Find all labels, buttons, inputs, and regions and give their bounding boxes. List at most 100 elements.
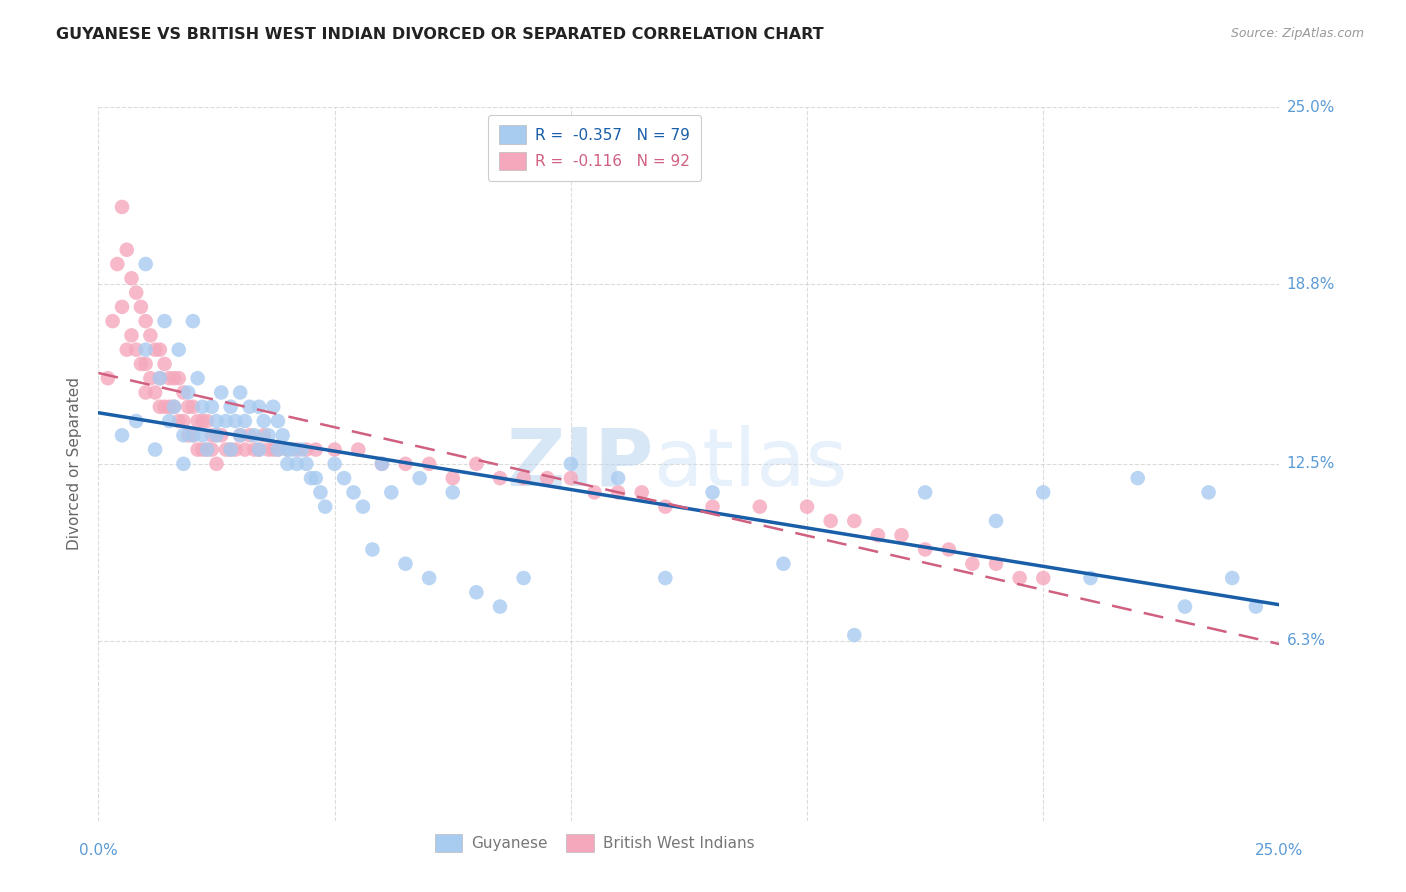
Point [209, 385, 232, 400]
Point [441, 485, 464, 500]
Point [295, 442, 318, 457]
Point [276, 442, 298, 457]
Point [323, 442, 346, 457]
Point [323, 457, 346, 471]
Point [1198, 485, 1220, 500]
Point [267, 442, 290, 457]
Point [247, 400, 270, 414]
Y-axis label: Divorced or Separated: Divorced or Separated [66, 377, 82, 550]
Point [299, 471, 322, 485]
Point [702, 485, 724, 500]
Point [157, 371, 180, 385]
Point [143, 442, 166, 457]
Point [380, 485, 402, 500]
Point [163, 371, 186, 385]
Point [1032, 485, 1054, 500]
Point [149, 400, 172, 414]
Point [890, 528, 912, 542]
Point [177, 385, 200, 400]
Point [224, 442, 246, 457]
Point [229, 385, 252, 400]
Point [247, 442, 270, 457]
Point [121, 271, 143, 285]
Text: 6.3%: 6.3% [1286, 633, 1326, 648]
Point [143, 385, 166, 400]
Point [820, 514, 842, 528]
Point [229, 428, 252, 442]
Point [285, 442, 308, 457]
Point [489, 599, 512, 614]
Text: atlas: atlas [654, 425, 848, 503]
Legend: Guyanese, British West Indians: Guyanese, British West Indians [423, 823, 765, 863]
Point [177, 428, 200, 442]
Point [191, 428, 214, 442]
Point [489, 471, 512, 485]
Point [914, 485, 936, 500]
Point [125, 285, 148, 300]
Point [219, 442, 242, 457]
Point [418, 571, 440, 585]
Point [101, 314, 124, 328]
Point [866, 528, 889, 542]
Point [143, 343, 166, 357]
Point [253, 414, 276, 428]
Point [181, 428, 204, 442]
Point [195, 442, 218, 457]
Point [361, 542, 384, 557]
Text: ZIP: ZIP [506, 425, 654, 503]
Point [984, 514, 1007, 528]
Point [191, 442, 214, 457]
Point [536, 471, 558, 485]
Point [347, 442, 370, 457]
Point [187, 414, 209, 428]
Point [333, 471, 356, 485]
Point [796, 500, 818, 514]
Point [111, 200, 134, 214]
Text: 0.0%: 0.0% [79, 843, 118, 858]
Text: Source: ZipAtlas.com: Source: ZipAtlas.com [1230, 27, 1364, 40]
Point [97, 371, 120, 385]
Point [153, 314, 176, 328]
Point [205, 428, 228, 442]
Point [201, 442, 224, 457]
Point [135, 385, 157, 400]
Point [153, 357, 176, 371]
Point [233, 414, 256, 428]
Point [560, 457, 582, 471]
Point [135, 314, 157, 328]
Point [181, 428, 204, 442]
Point [135, 357, 157, 371]
Text: GUYANESE VS BRITISH WEST INDIAN DIVORCED OR SEPARATED CORRELATION CHART: GUYANESE VS BRITISH WEST INDIAN DIVORCED… [56, 27, 824, 42]
Point [371, 457, 394, 471]
Point [371, 457, 394, 471]
Point [149, 343, 172, 357]
Point [465, 585, 488, 599]
Point [181, 400, 204, 414]
Point [408, 471, 430, 485]
Point [111, 300, 134, 314]
Point [201, 400, 224, 414]
Point [191, 400, 214, 414]
Point [630, 485, 652, 500]
Point [512, 471, 534, 485]
Point [153, 400, 176, 414]
Point [772, 557, 794, 571]
Point [167, 414, 190, 428]
Point [607, 471, 630, 485]
Point [607, 485, 630, 500]
Point [654, 500, 676, 514]
Point [233, 442, 256, 457]
Point [205, 457, 228, 471]
Point [129, 357, 152, 371]
Point [560, 471, 582, 485]
Point [172, 457, 194, 471]
Point [262, 442, 284, 457]
Point [844, 514, 866, 528]
Point [342, 485, 364, 500]
Point [239, 428, 262, 442]
Point [276, 457, 298, 471]
Point [290, 442, 312, 457]
Point [267, 414, 290, 428]
Point [129, 300, 152, 314]
Point [305, 471, 328, 485]
